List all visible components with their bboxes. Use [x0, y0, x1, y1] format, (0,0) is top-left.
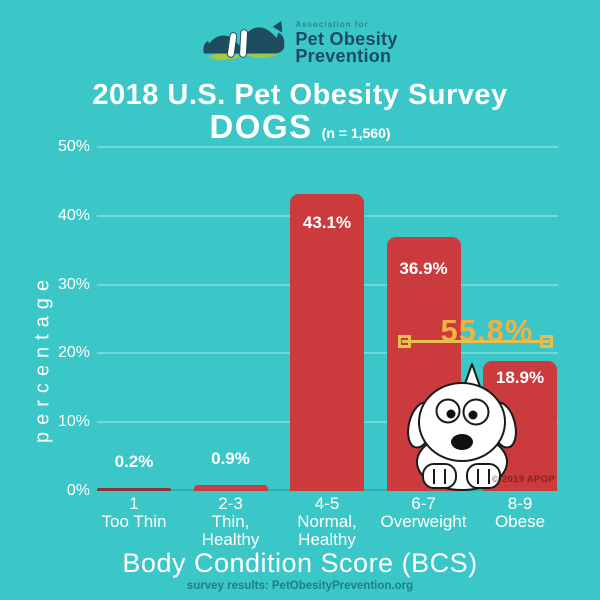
- category-line: Healthy: [298, 530, 356, 549]
- dog-nose: [451, 434, 473, 450]
- y-tick-0%: 0%: [66, 482, 90, 499]
- bar-value-0.2%: 0.2%: [114, 451, 154, 471]
- chart-title: 2018 U.S. Pet Obesity Survey: [92, 79, 508, 111]
- logo-cat-tail: [203, 41, 210, 54]
- bar-1: [97, 487, 171, 491]
- logo-association-text: Association for: [295, 19, 369, 29]
- logo-collar-stripe-2: [239, 29, 249, 58]
- bar-4-5: [290, 194, 364, 491]
- logo-name-line2: Prevention: [295, 45, 392, 66]
- sample-size: (n = 1,560): [321, 125, 391, 141]
- bar-value-36.9%: 36.9%: [399, 259, 448, 279]
- category-line: Normal,: [297, 512, 357, 531]
- chart-subtitle: DOGS (n = 1,560): [0, 108, 600, 146]
- dog-right-pupil: [468, 410, 478, 420]
- gridline-50%: [97, 146, 558, 148]
- apop-logo-mark: [203, 20, 285, 60]
- category-label-2-3: 2-3 Thin, Healthy: [166, 495, 296, 549]
- category-line: Overweight: [380, 512, 467, 531]
- copyright-watermark: © 2019 APOP: [491, 474, 555, 485]
- category-line: 6-7: [411, 494, 436, 513]
- category-label-1: 1 Too Thin: [69, 495, 199, 531]
- logo-dog-silhouette: [236, 27, 285, 54]
- category-line: 1: [129, 494, 139, 513]
- y-tick-20%: 20%: [57, 344, 90, 362]
- logo-name-line1: Pet Obesity: [295, 28, 398, 49]
- category-line: Too Thin: [101, 512, 167, 531]
- dog-illustration: [407, 363, 517, 491]
- bar-value-0.9%: 0.9%: [211, 448, 250, 468]
- dog-left-paw: [422, 463, 457, 489]
- bar-value-18.9%: 18.9%: [495, 367, 545, 387]
- logo-dog-ear: [273, 20, 283, 33]
- y-tick-40%: 40%: [57, 206, 90, 224]
- category-line: Thin,: [211, 512, 250, 531]
- category-line: 2-3: [218, 494, 243, 513]
- logo-grass-left: [208, 52, 241, 60]
- x-axis-title: Body Condition Score (BCS): [122, 548, 478, 578]
- category-label-4-5: 4-5 Normal, Healthy: [262, 495, 392, 549]
- combined-overweight-bracket: [398, 335, 553, 349]
- category-line: Healthy: [201, 530, 260, 549]
- dog-toe-lines: [433, 469, 490, 484]
- y-tick-30%: 30%: [57, 275, 90, 293]
- bracket-endpoint-left: [398, 335, 411, 348]
- category-line: 4-5: [314, 494, 340, 513]
- bar-value-43.1%: 43.1%: [302, 213, 352, 233]
- dog-right-paw: [466, 463, 501, 489]
- logo-cat-silhouette: [204, 35, 244, 54]
- apop-logo: Association for Pet Obesity Prevention: [0, 13, 600, 71]
- category-label-8-9: 8-9 Obese: [455, 495, 585, 531]
- category-line: 8-9: [507, 494, 533, 513]
- bracket-rule: [402, 340, 549, 343]
- bar-2-3: [193, 484, 268, 491]
- category-line: Obese: [494, 512, 546, 531]
- source-note: survey results: PetObesityPrevention.org: [186, 580, 414, 592]
- dog-left-pupil: [446, 409, 456, 419]
- y-tick-10%: 10%: [57, 413, 90, 431]
- category-label-6-7: 6-7 Overweight: [359, 495, 489, 531]
- bracket-endpoint-right: [540, 335, 553, 348]
- logo-collar-stripe-1: [227, 32, 238, 58]
- subtitle-dogs: DOGS: [209, 108, 313, 145]
- y-tick-50%: 50%: [57, 138, 90, 155]
